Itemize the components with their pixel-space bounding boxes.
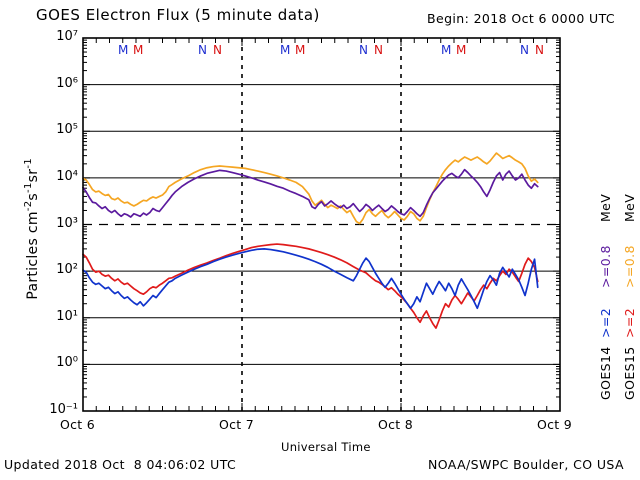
y-tick-label: 10⁵ (56, 122, 78, 138)
series-line-3 (82, 248, 539, 310)
y-tick-label: 10⁷ (56, 29, 78, 44)
legend-entry: GOES15 (622, 346, 637, 400)
x-tick-label: Oct 6 (60, 417, 96, 432)
x-axis-title: Universal Time (281, 440, 371, 454)
y-axis-tick-labels: 10⁷ 10⁶ 10⁵ 10⁴ 10³ 10² 10¹ 10⁰ 10⁻¹ (10, 0, 78, 480)
flare-marker-n: N (198, 43, 207, 57)
flare-marker-m: M (133, 43, 144, 57)
legend-entry: >=2 (622, 307, 637, 338)
series-line-0 (82, 152, 539, 225)
flare-marker-m: M (441, 43, 452, 57)
x-tick-label: Oct 8 (378, 417, 414, 432)
flare-marker-n: N (535, 43, 544, 57)
flare-marker-m: M (295, 43, 306, 57)
legend-entry: GOES14 (598, 346, 613, 400)
legend-entry: >=0.8 (622, 245, 637, 288)
y-tick-label: 10² (56, 262, 78, 278)
x-tick-label: Oct 7 (219, 417, 255, 432)
legend-entry: >=2 (598, 307, 613, 338)
flare-marker-n: N (374, 43, 383, 57)
flare-marker-m: M (118, 43, 129, 57)
y-tick-label: 10⁰ (56, 355, 78, 371)
y-tick-label: 10¹ (56, 308, 78, 324)
flare-marker-m: M (280, 43, 291, 57)
legend-entry: MeV (598, 193, 613, 222)
flare-marker-m: M (456, 43, 467, 57)
legend-entry: >=0.8 (598, 245, 613, 288)
y-tick-label: 10³ (56, 215, 78, 231)
y-tick-label: 10⁴ (56, 168, 78, 184)
series-line-1 (82, 168, 539, 218)
y-tick-label: 10⁻¹ (49, 402, 78, 417)
legend-entry: MeV (622, 193, 637, 222)
series-line-2 (82, 243, 539, 329)
begin-time-label: Begin: 2018 Oct 6 0000 UTC (427, 11, 616, 26)
plot-frame (82, 37, 561, 412)
page-title: GOES Electron Flux (5 minute data) (36, 6, 320, 24)
y-tick-label: 10⁶ (56, 75, 78, 91)
updated-timestamp: Updated 2018 Oct 8 04:06:02 UTC (4, 457, 237, 472)
flare-marker-n: N (520, 43, 529, 57)
flare-marker-n: N (359, 43, 368, 57)
credit-label: NOAA/SWPC Boulder, CO USA (428, 457, 624, 472)
flare-marker-n: N (213, 43, 222, 57)
x-tick-label: Oct 9 (537, 417, 573, 432)
